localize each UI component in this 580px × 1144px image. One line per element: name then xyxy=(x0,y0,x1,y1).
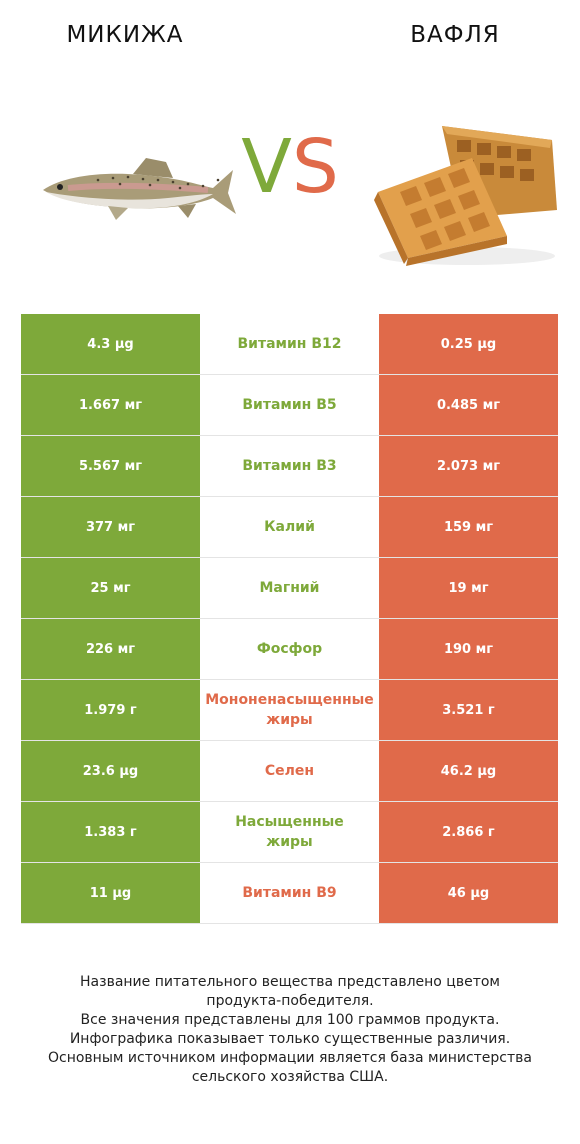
left-value: 11 µg xyxy=(21,863,200,923)
nutrient-name: Витамин B5 xyxy=(242,397,337,413)
left-value: 1.383 г xyxy=(21,802,200,862)
left-value: 25 мг xyxy=(21,558,200,618)
nutrient-name: Фосфор xyxy=(256,641,323,657)
nutrient-name: Мононенасыщенные жиры xyxy=(205,692,374,728)
left-value: 377 мг xyxy=(21,497,200,557)
nutrient-name: Витамин B12 xyxy=(237,336,342,352)
nutrient-name: Селен xyxy=(264,763,315,779)
left-value: 1.979 г xyxy=(21,680,200,740)
table-row: 1.667 мг Витамин B5 0.485 мг xyxy=(21,375,558,436)
right-value: 2.073 мг xyxy=(379,436,558,496)
footer-line: Инфографика показывает только существенн… xyxy=(69,1031,511,1047)
left-value: 5.567 мг xyxy=(21,436,200,496)
footer-line: сельского хозяйства США. xyxy=(191,1069,389,1085)
right-value: 46.2 µg xyxy=(379,741,558,801)
table-row: 4.3 µg Витамин B12 0.25 µg xyxy=(21,314,558,375)
table-row: 1.979 г Мононенасыщенные жиры 3.521 г xyxy=(21,680,558,741)
right-value: 2.866 г xyxy=(379,802,558,862)
right-value: 46 µg xyxy=(379,863,558,923)
footer-line: Основным источником информации является … xyxy=(48,1050,532,1066)
table-row: 1.383 г Насыщенные жиры 2.866 г xyxy=(21,802,558,863)
versus-label: VS xyxy=(220,130,360,204)
right-value: 0.485 мг xyxy=(379,375,558,435)
table-row: 25 мг Магний 19 мг xyxy=(21,558,558,619)
left-value: 226 мг xyxy=(21,619,200,679)
right-value: 190 мг xyxy=(379,619,558,679)
nutrient-name: Витамин B9 xyxy=(242,885,337,901)
nutrient-name: Витамин B3 xyxy=(242,458,337,474)
table-row: 23.6 µg Селен 46.2 µg xyxy=(21,741,558,802)
vs-letter-v: V xyxy=(241,124,292,210)
footer-line: Все значения представлены для 100 граммо… xyxy=(80,1012,500,1028)
footer-line: продукта-победителя. xyxy=(206,993,374,1009)
right-value: 19 мг xyxy=(379,558,558,618)
nutrient-comparison-table: 4.3 µg Витамин B12 0.25 µg 1.667 мг Витамин … xyxy=(21,314,558,924)
footer-note: Название питательного вещества представл… xyxy=(0,973,580,1087)
table-row: 377 мг Калий 159 мг xyxy=(21,497,558,558)
left-value: 1.667 мг xyxy=(21,375,200,435)
table-row: 11 µg Витамин B9 46 µg xyxy=(21,863,558,924)
right-value: 0.25 µg xyxy=(379,314,558,374)
nutrient-name: Калий xyxy=(264,519,315,535)
footer-line: Название питательного вещества представл… xyxy=(80,974,500,990)
right-product-title: ВАФЛЯ xyxy=(410,22,500,48)
table-row: 226 мг Фосфор 190 мг xyxy=(21,619,558,680)
nutrient-name: Магний xyxy=(259,580,320,596)
left-value: 4.3 µg xyxy=(21,314,200,374)
waffle-image xyxy=(374,126,557,266)
vs-letter-s: S xyxy=(291,124,339,210)
trout-image xyxy=(43,158,236,220)
nutrient-name: Насыщенные жиры xyxy=(235,814,344,850)
right-value: 3.521 г xyxy=(379,680,558,740)
table-row: 5.567 мг Витамин B3 2.073 мг xyxy=(21,436,558,497)
left-product-title: МИКИЖА xyxy=(66,22,184,48)
right-value: 159 мг xyxy=(379,497,558,557)
left-value: 23.6 µg xyxy=(21,741,200,801)
